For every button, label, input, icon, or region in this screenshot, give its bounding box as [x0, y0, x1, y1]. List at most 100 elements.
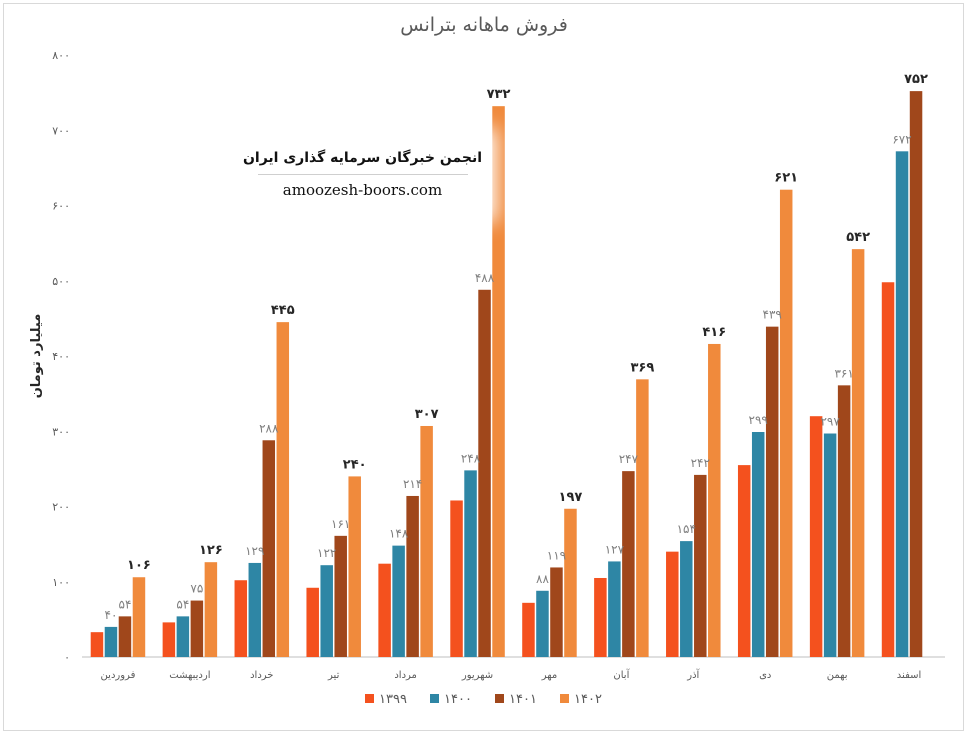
- bar: [450, 500, 463, 657]
- legend-swatch: [560, 694, 569, 703]
- legend-label: ۱۴۰۰: [444, 692, 472, 707]
- watermark-divider: [257, 174, 468, 175]
- bar: [765, 326, 779, 657]
- data-label: ۳۶۱: [834, 366, 853, 380]
- y-tick-label: ۲۰۰: [52, 501, 70, 514]
- bar: [895, 151, 909, 657]
- data-label: ۵۴: [176, 597, 189, 611]
- bar: [320, 565, 333, 657]
- bar: [118, 616, 132, 657]
- bar: [104, 626, 118, 657]
- data-label: ۴۱۶: [702, 325, 726, 340]
- bar: [608, 561, 621, 657]
- data-label: ۱۹۷: [559, 490, 583, 505]
- data-label: ۴۴۵: [271, 303, 295, 318]
- bar: [348, 476, 361, 657]
- data-label: ۱۲۷: [605, 542, 625, 556]
- legend-label: ۱۳۹۹: [379, 692, 407, 707]
- category-label: اسفند: [897, 670, 921, 681]
- bar: [779, 189, 793, 657]
- y-tick-label: ۰: [64, 651, 70, 664]
- data-label: ۲۱۴: [403, 477, 422, 491]
- y-tick-label: ۶۰۰: [52, 200, 70, 213]
- bar: [478, 289, 491, 657]
- category-label: مرداد: [394, 670, 417, 681]
- bar: [636, 379, 649, 657]
- data-label: ۲۹۹: [749, 413, 768, 427]
- bar: [306, 587, 319, 657]
- bar: [190, 600, 204, 657]
- bar: [132, 577, 146, 657]
- category-label: شهریور: [461, 670, 493, 681]
- category-labels: فروردین اردیبهشت خرداد تیر مرداد شهریور مهر آبا…: [101, 668, 922, 681]
- chart-title: فروش ماهانه بترانس: [400, 14, 568, 36]
- data-label: ۲۸۸: [259, 421, 279, 435]
- category-label: آذر: [686, 668, 700, 681]
- data-label: ۲۴۷: [619, 452, 639, 466]
- category-label: آبان: [613, 668, 630, 681]
- bar: [594, 577, 607, 657]
- legend-swatch: [365, 694, 374, 703]
- data-label: ۲۴۸: [461, 451, 481, 465]
- y-tick-label: ۸۰۰: [52, 49, 70, 62]
- data-label: ۱۲۶: [199, 543, 223, 558]
- bar: [536, 590, 549, 657]
- data-label: ۴۳۹: [763, 308, 782, 322]
- category-label: خرداد: [250, 670, 273, 681]
- bar: [550, 567, 563, 657]
- bar: [708, 343, 721, 657]
- data-label: ۵۴: [119, 597, 132, 611]
- bar: [492, 106, 505, 658]
- bar: [737, 465, 751, 657]
- bar: [522, 602, 535, 657]
- y-axis-label: میلیارد تومان: [29, 314, 44, 399]
- bar: [162, 622, 176, 657]
- bar: [276, 322, 290, 657]
- watermark-url: amoozesh-boors.com: [282, 181, 443, 199]
- bar: [564, 508, 577, 657]
- y-ticks: ۰ ۱۰۰ ۲۰۰ ۳۰۰ ۴۰۰ ۵۰۰ ۶۰۰ ۷۰۰ ۸۰۰: [52, 49, 70, 664]
- bar: [881, 282, 895, 657]
- bar: [406, 495, 419, 657]
- watermark-title: انجمن خبرگان سرمایه گذاری ایران: [242, 150, 483, 166]
- bar: [234, 580, 248, 657]
- bar: [204, 562, 218, 657]
- bar: [823, 433, 837, 657]
- data-label: ۱۴۸: [389, 527, 409, 541]
- legend: ۱۳۹۹ ۱۴۰۰ ۱۴۰۱ ۱۴۰۲: [365, 692, 602, 707]
- data-label: ۱۲۹: [245, 544, 264, 558]
- y-tick-label: ۴۰۰: [52, 350, 70, 363]
- bar: [751, 432, 765, 657]
- data-label: ۳۶۹: [630, 360, 654, 375]
- legend-label: ۱۴۰۱: [509, 692, 537, 707]
- bar: [176, 616, 190, 657]
- legend-swatch: [495, 694, 504, 703]
- data-label: ۲۴۲: [691, 456, 710, 470]
- y-tick-label: ۵۰۰: [52, 275, 70, 288]
- bar: [622, 471, 635, 657]
- bar: [248, 562, 262, 657]
- bar: [851, 249, 865, 657]
- bar: [909, 91, 923, 658]
- legend-label: ۱۴۰۲: [574, 692, 602, 707]
- data-label: ۴۸۸: [475, 271, 495, 285]
- bar: [464, 470, 477, 657]
- bar: [90, 632, 104, 657]
- category-label: دی: [759, 670, 771, 681]
- bar: [378, 563, 391, 657]
- category-label: بهمن: [827, 670, 848, 681]
- data-label: ۱۰۶: [127, 558, 151, 573]
- bar: [334, 535, 347, 657]
- y-tick-label: ۳۰۰: [52, 425, 70, 438]
- data-label: ۸۸: [536, 572, 549, 586]
- data-label: ۲۹۷: [820, 415, 840, 429]
- data-label: ۷۵۲: [904, 72, 928, 87]
- bar: [694, 474, 707, 657]
- bar: [262, 440, 276, 657]
- watermark: انجمن خبرگان سرمایه گذاری ایران amoozesh…: [240, 140, 485, 210]
- bar: [392, 545, 405, 657]
- data-label: ۶۷۲: [892, 132, 911, 146]
- bar: [809, 416, 823, 657]
